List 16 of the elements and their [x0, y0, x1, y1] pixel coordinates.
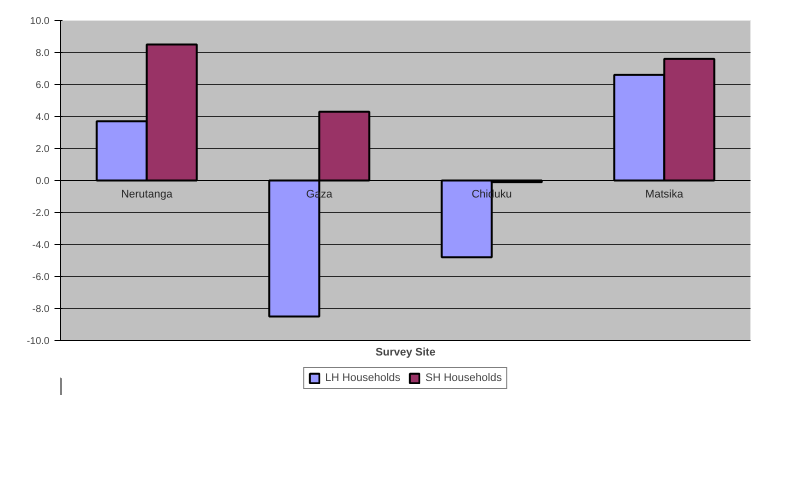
y-tick-label: 10.0 [30, 16, 50, 27]
y-tick-label: -2.0 [32, 208, 50, 219]
y-tick-label: -10.0 [26, 336, 50, 347]
y-tick-label: -6.0 [32, 272, 50, 283]
legend-label: LH Households [325, 372, 400, 384]
y-tick-label: 0.0 [36, 176, 50, 187]
y-tick-label: -8.0 [32, 304, 50, 315]
y-tick-label: 4.0 [36, 112, 50, 123]
y-tick-label: -4.0 [32, 240, 50, 251]
x-axis-title: Survey Site [376, 346, 436, 358]
y-tick-label: 6.0 [36, 80, 50, 91]
x-tick-label: Nerutanga [121, 188, 174, 200]
x-tick-label: Matsika [645, 188, 684, 200]
legend-label: SH Households [425, 372, 502, 384]
y-tick-label: 2.0 [36, 144, 50, 155]
y-tick-label: 8.0 [36, 48, 50, 59]
